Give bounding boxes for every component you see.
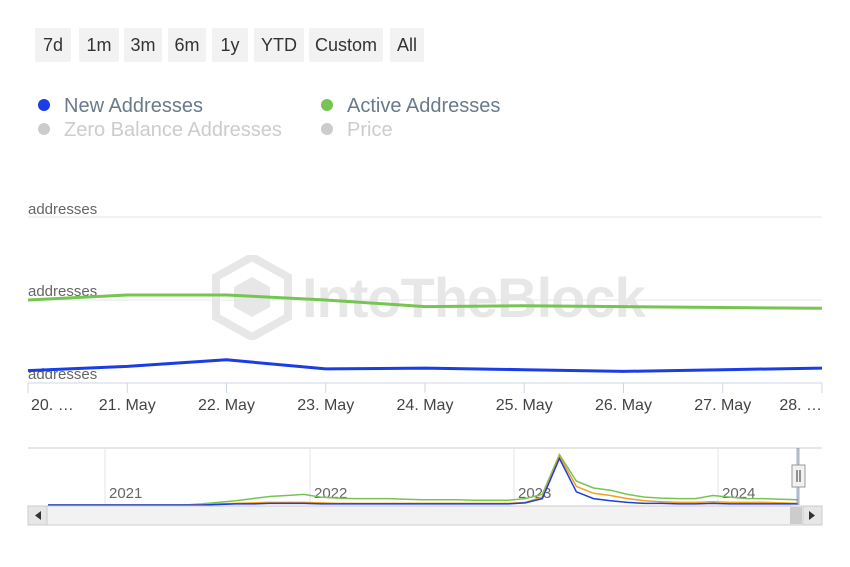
navigator-series-new-addresses bbox=[48, 456, 798, 506]
x-axis: 20. … 21. May 22. May 23. May 24. May 25. May… bbox=[27, 382, 823, 414]
navigator-series-active-addresses bbox=[48, 453, 799, 506]
range-button-ytd[interactable]: YTD bbox=[254, 28, 304, 62]
arrow-left-icon bbox=[35, 511, 41, 520]
x-tick-label: 26. May bbox=[595, 397, 652, 414]
range-button-1y[interactable]: 1y bbox=[212, 28, 248, 62]
range-button-all[interactable]: All bbox=[390, 28, 424, 62]
navigator-series-price bbox=[48, 454, 799, 506]
legend-dot-price bbox=[321, 123, 333, 135]
legend-item-new-addresses[interactable]: New Addresses bbox=[38, 95, 203, 118]
navigator[interactable]: 2021 2022 2023 2024 bbox=[27, 447, 823, 526]
series-lines bbox=[27, 293, 823, 373]
navigator-year-label: 2024 bbox=[722, 485, 755, 502]
range-button-6m[interactable]: 6m bbox=[168, 28, 206, 62]
legend-item-active-addresses[interactable]: Active Addresses bbox=[321, 95, 500, 118]
legend-label-active-addresses: Active Addresses bbox=[347, 95, 501, 117]
navigator-year-label: 2022 bbox=[314, 485, 347, 502]
x-tick-label: 20. … bbox=[31, 397, 74, 414]
x-tick-label: 25. May bbox=[496, 397, 553, 414]
legend-item-zero-balance-addresses[interactable]: Zero Balance Addresses bbox=[38, 119, 282, 142]
range-button-3m[interactable]: 3m bbox=[124, 28, 162, 62]
legend-dot-zero-balance-addresses bbox=[38, 123, 50, 135]
x-tick-label: 23. May bbox=[297, 397, 354, 414]
scroll-left-button[interactable] bbox=[27, 505, 48, 526]
legend-dot-active-addresses bbox=[321, 99, 333, 111]
arrow-right-icon bbox=[809, 511, 815, 520]
legend-dot-new-addresses bbox=[38, 99, 50, 111]
legend-label-price: Price bbox=[347, 119, 393, 141]
series-line-new-addresses bbox=[27, 358, 823, 373]
series-line-active-addresses bbox=[27, 293, 823, 310]
x-tick-label: 22. May bbox=[198, 397, 255, 414]
navigator-scrollbar[interactable] bbox=[27, 505, 823, 526]
x-tick-label: 21. May bbox=[99, 397, 156, 414]
scrollbar-track[interactable] bbox=[27, 505, 823, 526]
scrollbar-thumb[interactable] bbox=[790, 507, 802, 524]
legend-item-price[interactable]: Price bbox=[321, 119, 393, 142]
legend-label-new-addresses: New Addresses bbox=[64, 95, 203, 117]
x-tick-label: 24. May bbox=[397, 397, 454, 414]
range-button-1m[interactable]: 1m bbox=[79, 28, 119, 62]
navigator-handle[interactable] bbox=[791, 464, 806, 488]
y-tick-label: addresses bbox=[28, 201, 97, 218]
range-button-custom[interactable]: Custom bbox=[309, 28, 383, 62]
y-tick-label: addresses bbox=[28, 283, 97, 300]
legend-label-zero-balance-addresses: Zero Balance Addresses bbox=[64, 119, 282, 141]
x-tick-label: 27. May bbox=[694, 397, 751, 414]
x-tick-label: 28. … bbox=[779, 397, 822, 414]
navigator-year-label: 2021 bbox=[109, 485, 142, 502]
scroll-right-button[interactable] bbox=[802, 505, 823, 526]
range-button-7d[interactable]: 7d bbox=[35, 28, 71, 62]
